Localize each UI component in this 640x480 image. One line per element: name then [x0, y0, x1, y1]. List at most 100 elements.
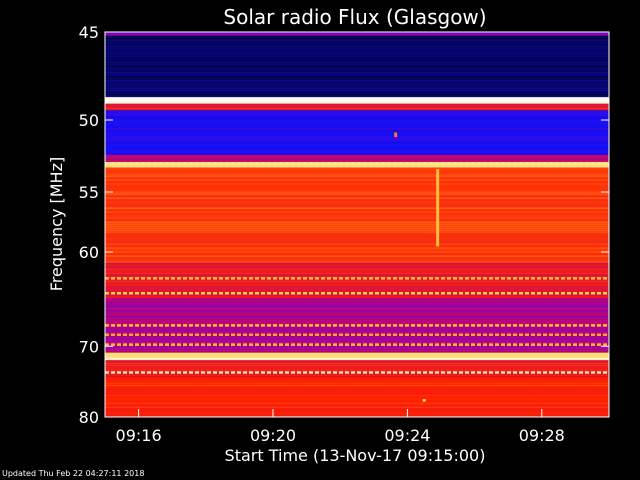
band-texture-row [105, 360, 609, 362]
x-axis-label: Start Time (13-Nov-17 09:15:00) [225, 446, 486, 465]
band-texture-row [105, 225, 609, 227]
band-texture-row [105, 45, 609, 47]
band-texture-row [105, 300, 609, 302]
band-texture-row [105, 249, 609, 251]
band-texture-row [105, 237, 609, 239]
band-texture-row [105, 316, 609, 318]
burst-feature-2 [422, 399, 426, 402]
band-texture-row [105, 402, 609, 404]
band-texture-row [105, 280, 609, 282]
band-texture-row [105, 35, 609, 37]
band-texture-row [105, 408, 609, 410]
band-texture-row [105, 318, 609, 320]
band-texture-row [105, 112, 609, 114]
band-texture-row [105, 146, 609, 148]
band-texture-row [105, 39, 609, 41]
band-texture-row [105, 195, 609, 197]
band-texture-row [105, 356, 609, 358]
band-texture-row [105, 201, 609, 203]
band-texture-row [105, 302, 609, 304]
band-texture-row [105, 268, 609, 270]
band-texture-row [105, 166, 609, 167]
band-texture-row [105, 51, 609, 53]
plot-frame [104, 31, 610, 418]
band-texture-row [105, 37, 609, 39]
band-texture-row [105, 233, 609, 235]
band-texture-row [105, 264, 609, 266]
band-texture-row [105, 89, 609, 91]
band-texture-row [105, 152, 609, 154]
band-texture-row [105, 124, 609, 126]
band-texture-row [105, 286, 609, 288]
band-texture-row [105, 231, 609, 233]
chart-title: Solar radio Flux (Glasgow) [223, 5, 486, 29]
band-texture-row [105, 110, 609, 112]
frequency-band-10 [105, 352, 609, 359]
band-texture-row [105, 342, 609, 344]
band-texture-row [105, 312, 609, 314]
band-texture-row [105, 241, 609, 243]
band-texture-row [105, 199, 609, 201]
band-texture-row [105, 332, 609, 334]
band-texture-row [105, 310, 609, 312]
band-texture-row [105, 126, 609, 128]
band-texture-row [105, 213, 609, 215]
band-texture-row [105, 136, 609, 138]
x-tick-label: 09:16 [116, 426, 162, 445]
band-texture-row [105, 243, 609, 245]
band-texture-row [105, 298, 609, 300]
band-texture-row [105, 211, 609, 213]
band-texture-row [105, 144, 609, 146]
band-texture-row [105, 105, 609, 107]
band-texture-row [105, 191, 609, 193]
band-texture-row [105, 185, 609, 187]
frequency-band-5 [105, 154, 609, 162]
y-axis: 45 50 55 60 70 80 [79, 23, 609, 427]
band-texture-row [105, 73, 609, 75]
band-texture-row [105, 396, 609, 398]
band-texture-row [105, 410, 609, 412]
band-texture-row [105, 262, 609, 264]
band-texture-row [105, 128, 609, 130]
band-texture-row [105, 63, 609, 65]
band-texture-row [105, 322, 609, 324]
band-texture-row [105, 308, 609, 310]
band-texture-row [105, 255, 609, 257]
band-texture-row [105, 107, 609, 109]
band-texture-row [105, 386, 609, 388]
x-tick-label: 09:24 [384, 426, 430, 445]
band-texture-row [105, 173, 609, 175]
band-texture-row [105, 272, 609, 274]
band-texture-row [105, 388, 609, 390]
band-texture-row [105, 251, 609, 253]
band-texture-row [105, 376, 609, 378]
frequency-band-7 [105, 167, 609, 263]
band-texture-row [105, 390, 609, 392]
band-texture-row [105, 328, 609, 330]
band-texture-row [105, 87, 609, 89]
spectrogram-plot-area [105, 32, 609, 417]
y-tick-label: 60 [79, 243, 99, 262]
band-texture-row [105, 118, 609, 120]
band-texture-row [105, 187, 609, 189]
band-texture-row [105, 380, 609, 382]
band-texture-row [105, 69, 609, 71]
band-texture-row [105, 219, 609, 221]
band-texture-row [105, 81, 609, 83]
band-texture-row [105, 392, 609, 394]
band-texture-row [105, 207, 609, 209]
band-texture-row [105, 209, 609, 211]
band-texture-row [105, 83, 609, 85]
band-texture-row [105, 75, 609, 77]
band-texture-row [105, 197, 609, 199]
band-texture-row [105, 239, 609, 241]
band-texture-row [105, 364, 609, 366]
band-texture-row [105, 97, 609, 99]
band-texture-row [105, 132, 609, 134]
band-texture-row [105, 382, 609, 384]
band-texture-row [105, 116, 609, 118]
band-texture-row [105, 53, 609, 55]
band-texture-row [105, 193, 609, 195]
band-texture-row [105, 65, 609, 67]
